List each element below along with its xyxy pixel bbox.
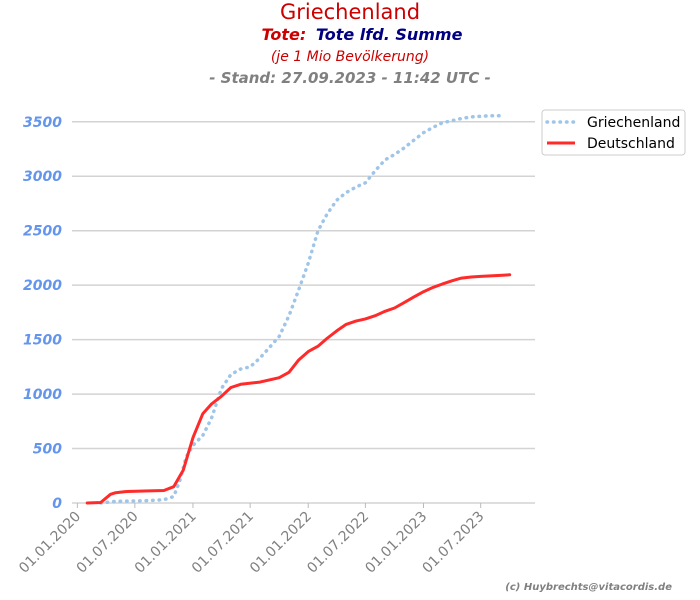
- legend-label-griechenland: Griechenland: [587, 115, 680, 131]
- chart-title: Griechenland: [280, 0, 420, 24]
- y-tick-label: 2000: [23, 278, 62, 294]
- chart-subtitle: Tote: Tote lfd. Summe: [262, 25, 463, 44]
- grid: [72, 121, 535, 504]
- y-tick-label: 1000: [23, 387, 62, 403]
- legend: Griechenland Deutschland: [541, 109, 686, 156]
- y-tick-label: 3500: [23, 115, 62, 131]
- y-tick-label: 500: [33, 442, 62, 458]
- series-group: [85, 114, 512, 505]
- x-tick-label: 01.07.2023: [420, 509, 488, 577]
- y-tick-label: 0: [52, 496, 62, 512]
- legend-box: [541, 109, 686, 156]
- x-tick-label: 01.07.2020: [74, 509, 142, 577]
- x-tick-label: 01.07.2021: [189, 509, 257, 577]
- y-tick-label: 1500: [23, 333, 62, 349]
- series-line-griechenland: [98, 114, 507, 505]
- legend-label-deutschland: Deutschland: [587, 136, 675, 152]
- x-axis: 01.01.202001.07.202001.01.202101.07.2021…: [16, 503, 488, 577]
- y-tick-label: 2500: [23, 224, 62, 240]
- y-axis: 0 500 1000 1500 2000 2500 3000 3500: [23, 115, 62, 512]
- chart-stand: - Stand: 27.09.2023 - 11:42 UTC -: [209, 69, 491, 87]
- series-line-deutschland: [85, 273, 512, 505]
- chart-subtitle-unit: (je 1 Mio Bevölkerung): [271, 49, 429, 65]
- y-tick-label: 3000: [23, 169, 62, 185]
- chart-credit: (c) Huybrechts@vitacordis.de: [505, 582, 672, 593]
- subtitle-main: Tote lfd. Summe: [316, 25, 463, 44]
- subtitle-prefix: Tote:: [262, 25, 307, 44]
- x-tick-label: 01.07.2022: [304, 509, 372, 577]
